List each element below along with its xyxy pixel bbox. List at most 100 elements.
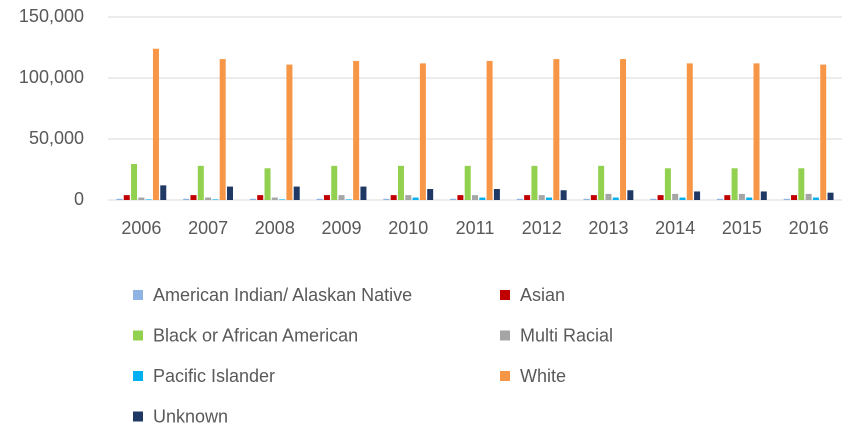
bar bbox=[798, 168, 805, 200]
bar bbox=[598, 165, 605, 200]
bar bbox=[560, 190, 567, 200]
bar bbox=[686, 63, 693, 200]
bar bbox=[672, 193, 679, 200]
bar bbox=[383, 198, 390, 200]
bar bbox=[612, 197, 619, 200]
legend-label: White bbox=[520, 366, 566, 386]
bar bbox=[805, 193, 812, 200]
legend-swatch bbox=[500, 330, 510, 341]
bar bbox=[820, 64, 827, 200]
bar bbox=[427, 189, 434, 200]
bar bbox=[620, 59, 627, 201]
bar bbox=[627, 190, 634, 200]
x-tick-label: 2011 bbox=[456, 218, 495, 238]
bar bbox=[546, 197, 553, 200]
bar bbox=[138, 197, 145, 200]
bar bbox=[197, 165, 204, 200]
bar bbox=[353, 60, 360, 200]
x-tick-label: 2006 bbox=[121, 218, 161, 238]
bar bbox=[516, 198, 523, 200]
bar bbox=[479, 197, 486, 200]
bar bbox=[338, 195, 345, 200]
bar bbox=[738, 193, 745, 200]
bar bbox=[279, 199, 286, 200]
y-tick-label: 100,000 bbox=[19, 67, 84, 87]
bar bbox=[472, 195, 478, 200]
bar bbox=[226, 186, 233, 200]
bar bbox=[293, 186, 300, 200]
bar bbox=[791, 195, 798, 200]
bar bbox=[419, 63, 426, 200]
y-tick-label: 0 bbox=[74, 189, 84, 209]
bar bbox=[160, 185, 167, 200]
bar bbox=[131, 164, 138, 200]
bar bbox=[731, 168, 738, 200]
bar bbox=[345, 199, 352, 200]
bar bbox=[152, 48, 159, 200]
legend-label: Multi Racial bbox=[520, 325, 613, 345]
bar bbox=[657, 195, 664, 200]
bar bbox=[116, 198, 123, 200]
bar bbox=[524, 195, 531, 200]
x-tick-label: 2007 bbox=[188, 218, 228, 238]
bar bbox=[553, 59, 560, 201]
legend-label: Unknown bbox=[153, 406, 228, 426]
bar bbox=[264, 168, 271, 200]
bar bbox=[183, 198, 190, 200]
bar bbox=[746, 197, 753, 200]
bar bbox=[590, 195, 597, 200]
bar bbox=[271, 197, 278, 200]
bar bbox=[605, 193, 612, 200]
bar bbox=[123, 195, 130, 200]
bar bbox=[493, 189, 500, 200]
x-tick-label: 2013 bbox=[588, 218, 628, 238]
bar bbox=[190, 195, 197, 200]
bar bbox=[827, 192, 834, 200]
bar bbox=[323, 195, 330, 200]
bar bbox=[219, 59, 226, 201]
x-tick-label: 2015 bbox=[722, 218, 762, 238]
legend-label: Black or African American bbox=[153, 325, 358, 345]
bar bbox=[486, 60, 493, 200]
legend-swatch bbox=[500, 290, 510, 300]
bar bbox=[812, 197, 819, 200]
bar bbox=[257, 195, 264, 200]
bar bbox=[783, 198, 790, 200]
x-tick-label: 2016 bbox=[789, 218, 829, 238]
bar bbox=[753, 63, 760, 200]
x-tick-label: 2010 bbox=[388, 218, 428, 238]
legend-swatch bbox=[133, 411, 143, 422]
bar bbox=[760, 191, 767, 200]
legend-label: American Indian/ Alaskan Native bbox=[153, 285, 412, 305]
bar bbox=[331, 165, 338, 200]
legend-swatch bbox=[133, 330, 143, 341]
bar bbox=[583, 198, 590, 200]
legend-label: Asian bbox=[520, 285, 565, 305]
legend-swatch bbox=[133, 371, 143, 381]
bar bbox=[664, 168, 671, 200]
bar bbox=[405, 195, 412, 200]
x-tick-label: 2014 bbox=[655, 218, 695, 238]
bar bbox=[286, 64, 293, 200]
bar bbox=[360, 186, 367, 200]
bar bbox=[212, 199, 219, 200]
legend-label: Pacific Islander bbox=[153, 366, 275, 386]
y-tick-label: 50,000 bbox=[29, 128, 84, 148]
bar bbox=[249, 198, 256, 200]
y-tick-label: 150,000 bbox=[19, 6, 84, 26]
bar bbox=[679, 197, 686, 200]
legend-swatch bbox=[500, 371, 510, 381]
x-tick-label: 2008 bbox=[255, 218, 295, 238]
bar bbox=[450, 198, 457, 200]
bar bbox=[397, 165, 404, 200]
bar bbox=[694, 191, 701, 200]
bar bbox=[538, 195, 545, 200]
bar bbox=[390, 195, 397, 200]
legend-swatch bbox=[133, 290, 143, 300]
bar bbox=[464, 165, 471, 200]
x-tick-label: 2009 bbox=[322, 218, 362, 238]
bar bbox=[145, 199, 152, 200]
x-tick-label: 2012 bbox=[522, 218, 562, 238]
bar bbox=[457, 195, 464, 200]
